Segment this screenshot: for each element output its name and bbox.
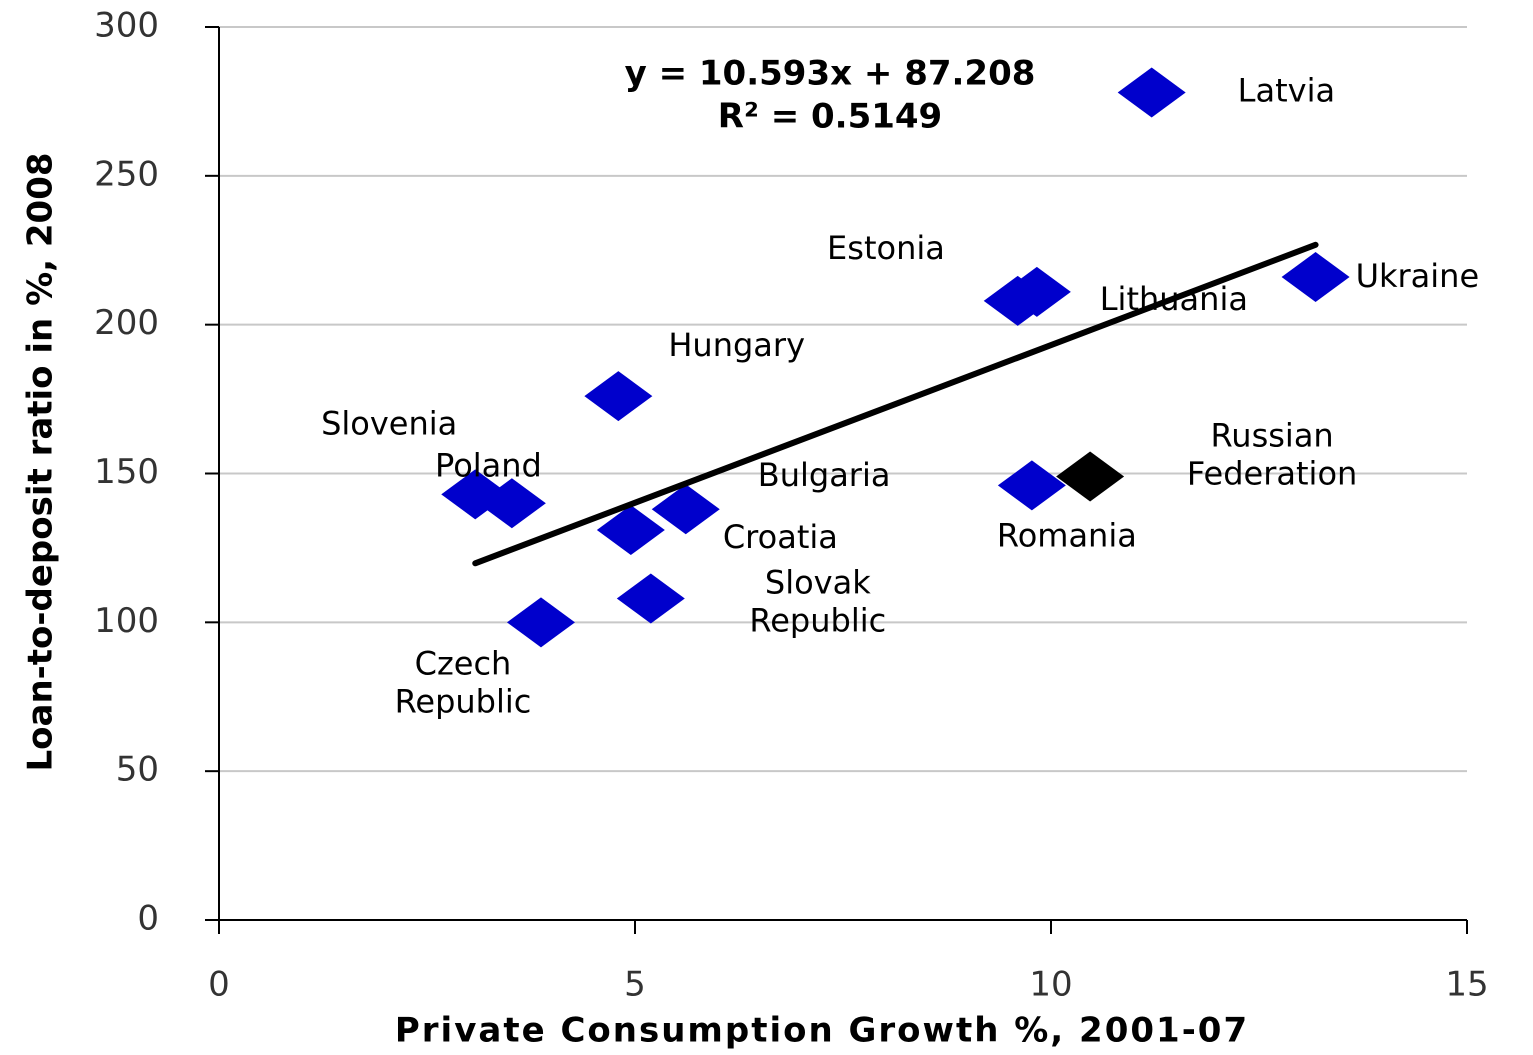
- point-label: Republic: [749, 602, 886, 640]
- point-label: Latvia: [1238, 71, 1335, 109]
- point-label: Russian: [1211, 416, 1334, 454]
- y-tick-label: 100: [94, 601, 159, 641]
- marker: [997, 460, 1066, 511]
- point-label: Republic: [395, 682, 532, 720]
- y-tick-label: 300: [94, 6, 159, 46]
- x-tick-label: 15: [1445, 965, 1488, 1005]
- y-tick-label: 250: [94, 154, 159, 194]
- point-label: Hungary: [668, 326, 805, 364]
- point-label: Estonia: [827, 229, 945, 267]
- x-tick-label: 10: [1029, 965, 1072, 1005]
- point-label: Romania: [997, 516, 1137, 554]
- y-axis-title: Loan-to-deposit ratio in %, 2008: [21, 152, 61, 771]
- y-tick-label: 150: [94, 452, 159, 492]
- marker: [596, 505, 665, 556]
- y-tick-label: 200: [94, 303, 159, 343]
- marker: [1056, 451, 1125, 502]
- marker: [1117, 67, 1186, 118]
- point-label: Federation: [1187, 454, 1357, 492]
- point-label: Bulgaria: [758, 456, 891, 494]
- trend-line: [472, 241, 1319, 567]
- marker: [651, 484, 720, 535]
- x-tick-label: 5: [624, 965, 646, 1005]
- point-label: Czech: [415, 644, 512, 682]
- marker: [477, 478, 546, 529]
- trend-r2: R² = 0.5149: [718, 97, 942, 137]
- x-tick-label: 0: [208, 965, 230, 1005]
- marker: [983, 275, 1052, 326]
- point-label: Lithuania: [1100, 280, 1248, 318]
- trend-equation: y = 10.593x + 87.208: [625, 54, 1036, 94]
- point-label: Slovenia: [321, 404, 457, 442]
- marker: [616, 573, 685, 624]
- point-label: Croatia: [723, 518, 838, 556]
- y-tick-label: 0: [137, 899, 159, 939]
- y-tick-label: 50: [116, 750, 159, 790]
- point-label: Poland: [435, 446, 542, 484]
- point-label: Slovak: [765, 564, 871, 602]
- marker: [1281, 252, 1350, 303]
- marker: [506, 597, 575, 648]
- point-label: Ukraine: [1356, 257, 1480, 295]
- marker: [584, 371, 653, 422]
- x-axis-title: Private Consumption Growth %, 2001-07: [395, 1011, 1249, 1051]
